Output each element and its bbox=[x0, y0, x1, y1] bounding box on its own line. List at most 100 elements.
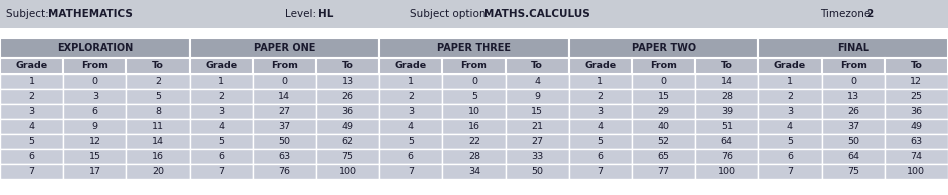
Bar bbox=[253, 149, 316, 164]
Text: PAPER ONE: PAPER ONE bbox=[254, 43, 315, 53]
Text: Subject option:: Subject option: bbox=[410, 9, 492, 19]
Text: 6: 6 bbox=[92, 107, 98, 116]
Text: Grade: Grade bbox=[774, 61, 806, 71]
Text: 20: 20 bbox=[152, 167, 164, 176]
Bar bbox=[632, 89, 695, 104]
Bar bbox=[64, 89, 126, 104]
Text: 1: 1 bbox=[408, 77, 413, 86]
Text: 4: 4 bbox=[597, 122, 603, 131]
Text: 11: 11 bbox=[152, 122, 164, 131]
Bar bbox=[505, 89, 569, 104]
Bar bbox=[190, 134, 253, 149]
Text: To: To bbox=[152, 61, 164, 71]
Text: 28: 28 bbox=[720, 92, 733, 101]
Text: Grade: Grade bbox=[205, 61, 237, 71]
Bar bbox=[316, 104, 379, 119]
Bar bbox=[0, 38, 190, 58]
Bar bbox=[316, 58, 379, 74]
Bar bbox=[253, 74, 316, 89]
Bar bbox=[505, 58, 569, 74]
Text: 77: 77 bbox=[658, 167, 669, 176]
Bar bbox=[379, 89, 443, 104]
Bar bbox=[379, 38, 569, 58]
Text: 34: 34 bbox=[468, 167, 480, 176]
Text: MATHEMATICS: MATHEMATICS bbox=[47, 9, 133, 19]
Text: 3: 3 bbox=[218, 107, 225, 116]
Text: 9: 9 bbox=[535, 92, 540, 101]
Bar bbox=[126, 74, 190, 89]
Bar bbox=[884, 58, 948, 74]
Text: 6: 6 bbox=[408, 152, 413, 161]
Text: 37: 37 bbox=[279, 122, 290, 131]
Bar bbox=[884, 149, 948, 164]
Text: 2: 2 bbox=[408, 92, 413, 101]
Bar bbox=[505, 104, 569, 119]
Text: Level:: Level: bbox=[285, 9, 319, 19]
Text: 3: 3 bbox=[28, 107, 35, 116]
Bar bbox=[0, 74, 64, 89]
Text: 64: 64 bbox=[720, 137, 733, 146]
Bar bbox=[632, 149, 695, 164]
Bar bbox=[632, 134, 695, 149]
Bar bbox=[253, 119, 316, 134]
Bar bbox=[0, 28, 948, 38]
Bar bbox=[190, 119, 253, 134]
Text: 5: 5 bbox=[408, 137, 413, 146]
Bar bbox=[0, 104, 64, 119]
Bar bbox=[443, 149, 505, 164]
Bar bbox=[443, 134, 505, 149]
Text: 14: 14 bbox=[152, 137, 164, 146]
Text: 0: 0 bbox=[661, 77, 666, 86]
Bar bbox=[569, 164, 632, 179]
Bar bbox=[569, 74, 632, 89]
Bar bbox=[0, 179, 948, 195]
Text: 6: 6 bbox=[218, 152, 224, 161]
Text: 1: 1 bbox=[28, 77, 34, 86]
Text: 64: 64 bbox=[848, 152, 859, 161]
Bar bbox=[126, 134, 190, 149]
Bar bbox=[316, 119, 379, 134]
Text: 25: 25 bbox=[910, 92, 922, 101]
Text: 50: 50 bbox=[848, 137, 859, 146]
Text: 3: 3 bbox=[92, 92, 98, 101]
Text: 26: 26 bbox=[341, 92, 354, 101]
Text: 7: 7 bbox=[787, 167, 793, 176]
Bar bbox=[822, 164, 884, 179]
Bar bbox=[695, 164, 758, 179]
Text: 4: 4 bbox=[28, 122, 34, 131]
Bar bbox=[758, 119, 822, 134]
Bar bbox=[695, 104, 758, 119]
Bar bbox=[884, 89, 948, 104]
Text: 16: 16 bbox=[152, 152, 164, 161]
Text: 51: 51 bbox=[720, 122, 733, 131]
Bar bbox=[822, 58, 884, 74]
Text: EXPLORATION: EXPLORATION bbox=[57, 43, 133, 53]
Text: 27: 27 bbox=[279, 107, 290, 116]
Bar bbox=[0, 164, 64, 179]
Text: 22: 22 bbox=[468, 137, 480, 146]
Bar bbox=[695, 58, 758, 74]
Text: 0: 0 bbox=[850, 77, 856, 86]
Bar bbox=[758, 104, 822, 119]
Bar bbox=[253, 58, 316, 74]
Text: 5: 5 bbox=[155, 92, 161, 101]
Text: 15: 15 bbox=[89, 152, 100, 161]
Text: 0: 0 bbox=[92, 77, 98, 86]
Text: To: To bbox=[341, 61, 354, 71]
Text: From: From bbox=[650, 61, 677, 71]
Text: 2: 2 bbox=[866, 9, 874, 19]
Text: Timezone:: Timezone: bbox=[820, 9, 877, 19]
Text: Grade: Grade bbox=[394, 61, 427, 71]
Bar bbox=[443, 164, 505, 179]
Text: 4: 4 bbox=[408, 122, 413, 131]
Bar bbox=[569, 104, 632, 119]
Bar bbox=[632, 119, 695, 134]
Bar bbox=[0, 149, 64, 164]
Text: Subject:: Subject: bbox=[6, 9, 52, 19]
Bar bbox=[0, 119, 64, 134]
Text: From: From bbox=[271, 61, 298, 71]
Bar bbox=[822, 134, 884, 149]
Bar bbox=[505, 149, 569, 164]
Bar bbox=[822, 89, 884, 104]
Text: 16: 16 bbox=[468, 122, 480, 131]
